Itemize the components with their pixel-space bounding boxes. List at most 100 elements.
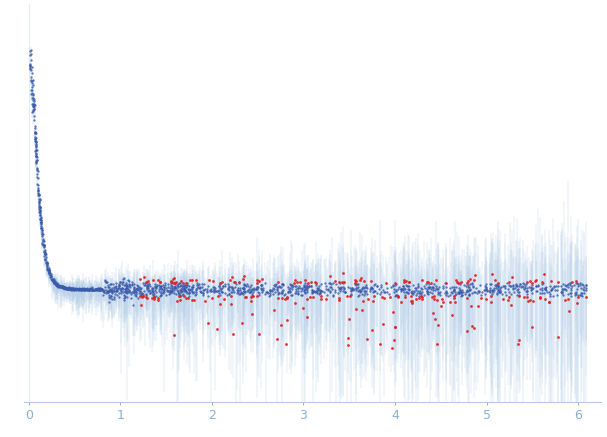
Point [253,289,263,296]
Point [150,282,160,289]
Point [64,284,73,291]
Point [574,293,583,300]
Point [248,288,258,295]
Point [132,288,141,295]
Point [119,291,129,298]
Point [538,279,548,286]
Point [393,285,403,292]
Point [316,287,325,294]
Point [51,281,61,288]
Point [37,232,47,239]
Point [193,282,203,289]
Point [486,293,496,300]
Point [441,289,450,296]
Point [73,286,83,293]
Point [358,298,368,305]
Point [55,282,65,289]
Point [179,282,189,289]
Point [224,283,234,290]
Point [351,280,361,287]
Point [452,278,462,285]
Point [42,261,52,268]
Point [239,288,249,295]
Point [359,285,368,292]
Point [206,288,215,295]
Point [386,284,396,291]
Point [163,288,173,295]
Point [227,284,237,291]
Point [252,284,262,291]
Point [178,279,188,286]
Point [228,286,238,293]
Point [29,107,38,114]
Point [73,285,83,292]
Point [569,281,579,288]
Point [75,285,85,292]
Point [100,287,109,294]
Point [198,291,208,298]
Point [311,288,320,295]
Point [121,280,131,287]
Point [353,292,363,299]
Point [34,197,44,204]
Point [427,294,436,301]
Point [121,281,131,288]
Point [182,281,192,288]
Point [31,139,41,146]
Point [480,287,490,294]
Point [463,295,472,302]
Point [487,287,497,294]
Point [168,286,177,293]
Point [464,291,473,298]
Point [138,280,148,287]
Point [531,277,540,284]
Point [90,286,100,293]
Point [132,284,142,291]
Point [429,286,438,293]
Point [135,275,145,282]
Point [239,284,248,291]
Point [582,293,591,300]
Point [200,297,210,304]
Point [42,260,52,267]
Point [39,242,49,249]
Point [248,311,257,318]
Point [520,284,530,291]
Point [455,281,464,288]
Point [53,283,63,290]
Point [407,298,416,305]
Point [351,282,361,289]
Point [511,281,521,288]
Point [155,283,165,290]
Point [32,164,42,171]
Point [334,296,344,303]
Point [240,288,249,295]
Point [449,288,458,295]
Point [503,296,512,303]
Point [63,285,72,292]
Point [287,284,297,291]
Point [135,287,145,294]
Point [142,282,152,289]
Point [247,291,257,298]
Point [158,288,168,295]
Point [342,292,352,299]
Point [416,291,426,298]
Point [198,290,208,297]
Point [107,284,117,291]
Point [333,290,343,297]
Point [30,134,40,141]
Point [399,284,409,291]
Point [41,250,51,257]
Point [106,292,115,299]
Point [311,279,321,286]
Point [265,287,274,294]
Point [131,288,140,295]
Point [144,286,154,293]
Point [336,284,345,291]
Point [397,286,407,293]
Point [457,291,467,298]
Point [97,286,107,293]
Point [93,285,103,292]
Point [127,281,137,288]
